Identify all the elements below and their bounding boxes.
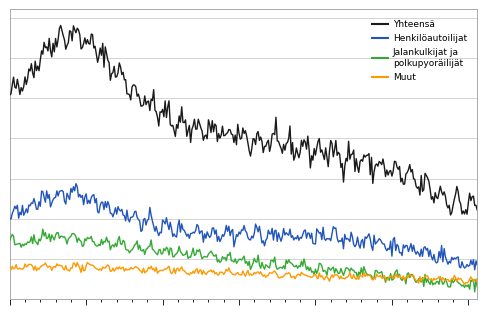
Legend: Yhteensä, Henkilöautoilijat, Jalankulkijat ja
polkupyoräilijät, Muut: Yhteensä, Henkilöautoilijat, Jalankulkij… — [368, 17, 470, 85]
